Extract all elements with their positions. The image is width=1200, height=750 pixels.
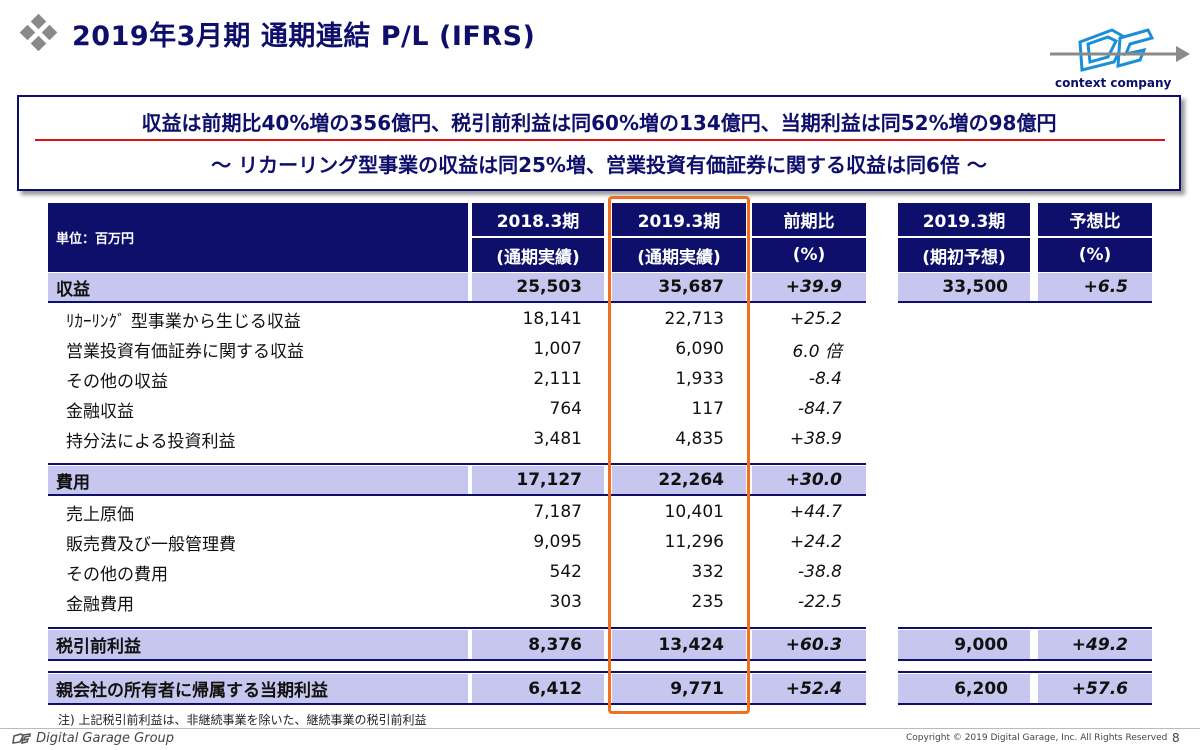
row-financial-revenue-2019: 117 (691, 399, 724, 419)
highlight-2019-column (608, 196, 750, 714)
logo-tagline: context company (1055, 76, 1172, 90)
footer-company-name: Digital Garage Group (36, 731, 175, 746)
row-revenue-2018: 25,503 (472, 273, 604, 301)
col-subheader-2019: (通期実績) (612, 238, 746, 272)
page-title: 2019年3月期 通期連結 P/L (IFRS) (72, 21, 536, 52)
col-header-2019: 2019.3期 (612, 203, 746, 236)
row-financial-revenue-2018: 764 (549, 399, 582, 419)
row-divider (898, 627, 1152, 629)
row-divider (898, 301, 1152, 303)
row-revenue-label: 収益 (48, 273, 468, 301)
row-divider (48, 659, 866, 661)
row-divider (48, 494, 866, 496)
row-securities-label: 営業投資有価証券に関する収益 (66, 341, 304, 362)
row-net-profit-label: 親会社の所有者に帰属する当期利益 (48, 674, 468, 703)
row-recurring-label: ﾘｶｰﾘﾝｸﾞ 型事業から生じる収益 (66, 311, 301, 332)
col-header-2018: 2018.3期 (472, 203, 604, 236)
row-other-revenue-yoy: -8.4 (808, 369, 842, 389)
row-financial-expenses-yoy: -22.5 (798, 592, 842, 612)
row-cogs-2018: 7,187 (533, 502, 582, 522)
row-financial-expenses-2018: 303 (549, 592, 582, 612)
footer-divider (0, 728, 1200, 729)
col-header-yoy: 前期比 (752, 203, 866, 236)
row-financial-revenue-label: 金融収益 (66, 401, 134, 422)
page-number: 8 (1172, 731, 1180, 745)
col-header-vs-forecast: 予想比 (1038, 203, 1152, 236)
row-net-profit-vs-forecast: +57.6 (1038, 674, 1152, 703)
row-other-revenue-2019: 1,933 (675, 369, 724, 389)
row-expenses-yoy: +30.0 (752, 466, 866, 494)
col-subheader-2018: (通期実績) (472, 238, 604, 272)
row-other-revenue-2018: 2,111 (533, 369, 582, 389)
row-pretax-2019: 13,424 (612, 630, 746, 659)
row-divider (48, 463, 866, 465)
row-equity-method-label: 持分法による投資利益 (66, 431, 236, 452)
footnote: 注) 上記税引前利益は、非継続事業を除いた、継続事業の税引前利益 (58, 713, 427, 727)
col-subheader-forecast: (期初予想) (898, 238, 1030, 272)
row-sga-yoy: +24.2 (789, 532, 842, 552)
row-financial-expenses-2019: 235 (691, 592, 724, 612)
row-recurring-yoy: +25.2 (789, 309, 842, 329)
row-divider (48, 671, 866, 673)
row-sga-2018: 9,095 (533, 532, 582, 552)
row-divider (48, 301, 866, 303)
col-header-forecast: 2019.3期 (898, 203, 1030, 236)
row-expenses-2019: 22,264 (612, 466, 746, 494)
row-net-profit-2018: 6,412 (472, 674, 604, 703)
row-revenue-vs-forecast: +6.5 (1038, 273, 1152, 301)
row-pretax-2018: 8,376 (472, 630, 604, 659)
row-financial-revenue-yoy: -84.7 (798, 399, 842, 419)
row-financial-expenses-label: 金融費用 (66, 594, 134, 615)
row-cogs-yoy: +44.7 (789, 502, 842, 522)
row-securities-2019: 6,090 (675, 339, 724, 359)
headline-underline (35, 139, 1165, 141)
footer-company-logo: Digital Garage Group (12, 731, 174, 746)
col-subheader-yoy: (%) (752, 238, 866, 272)
diamond-bullet-icon (19, 13, 58, 52)
col-subheader-vs-forecast: (%) (1038, 238, 1152, 272)
unit-label: 単位：百万円 (48, 203, 468, 272)
row-net-profit-yoy: +52.4 (752, 674, 866, 703)
row-recurring-2019: 22,713 (664, 309, 724, 329)
slide-header: 2019年3月期 通期連結 P/L (IFRS) context company (0, 0, 1200, 90)
row-divider (48, 703, 866, 705)
row-other-expenses-yoy: -38.8 (798, 562, 842, 582)
row-net-profit-forecast: 6,200 (898, 674, 1030, 703)
row-pretax-vs-forecast: +49.2 (1038, 630, 1152, 659)
row-cogs-label: 売上原価 (66, 504, 134, 525)
row-divider (898, 671, 1152, 673)
copyright-text: Copyright © 2019 Digital Garage, Inc. Al… (906, 733, 1168, 743)
row-net-profit-2019: 9,771 (612, 674, 746, 703)
row-revenue-2019: 35,687 (612, 273, 746, 301)
summary-subline: ～ リカーリング型事業の収益は同25%増、営業投資有価証券に関する収益は同6倍 … (211, 153, 987, 177)
row-other-expenses-2019: 332 (691, 562, 724, 582)
row-equity-method-yoy: +38.9 (789, 429, 842, 449)
row-expenses-2018: 17,127 (472, 466, 604, 494)
row-pretax-yoy: +60.3 (752, 630, 866, 659)
row-divider (898, 703, 1152, 705)
row-pretax-label: 税引前利益 (48, 630, 468, 659)
dg-small-logo-icon (12, 732, 31, 744)
row-divider (48, 627, 866, 629)
row-revenue-forecast: 33,500 (898, 273, 1030, 301)
summary-headline: 収益は前期比40%増の356億円、税引前利益は同60%増の134億円、当期利益は… (141, 111, 1057, 135)
dg-logo-icon (1050, 28, 1190, 72)
row-other-expenses-2018: 542 (549, 562, 582, 582)
row-equity-method-2019: 4,835 (675, 429, 724, 449)
summary-box: 収益は前期比40%増の356億円、税引前利益は同60%増の134億円、当期利益は… (17, 95, 1181, 191)
row-revenue-yoy: +39.9 (752, 273, 866, 301)
row-sga-label: 販売費及び一般管理費 (66, 534, 236, 555)
row-recurring-2018: 18,141 (522, 309, 582, 329)
row-other-revenue-label: その他の収益 (66, 371, 168, 392)
row-cogs-2019: 10,401 (664, 502, 724, 522)
row-securities-yoy: 6.0 倍 (792, 341, 842, 362)
row-expenses-label: 費用 (48, 466, 468, 494)
row-sga-2019: 11,296 (664, 532, 724, 552)
row-pretax-forecast: 9,000 (898, 630, 1030, 659)
row-equity-method-2018: 3,481 (533, 429, 582, 449)
row-divider (898, 659, 1152, 661)
row-other-expenses-label: その他の費用 (66, 564, 168, 585)
row-securities-2018: 1,007 (533, 339, 582, 359)
